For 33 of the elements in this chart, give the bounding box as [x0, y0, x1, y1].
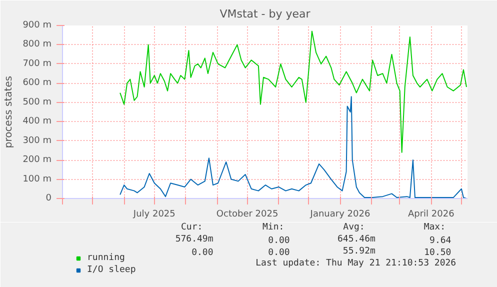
legend-label: I/O sleep: [87, 265, 136, 275]
text: 0.00: [192, 248, 214, 258]
text: 55.92m: [342, 246, 376, 256]
text: 576.49m: [175, 234, 214, 244]
text: 9.64: [430, 236, 452, 246]
text: Avg:: [343, 222, 365, 232]
line-series: [120, 30, 467, 153]
text: Cur:: [180, 222, 203, 232]
y-tick-label: 900 m: [22, 20, 52, 30]
y-tick-label: 300 m: [22, 136, 52, 146]
text: Last update: Thu May 21 21:10:53 2026: [256, 258, 456, 268]
y-tick-label: 600 m: [22, 78, 52, 88]
y-tick-label: 700 m: [22, 58, 52, 69]
text: Max:: [424, 222, 446, 232]
y-axis-title: process states: [4, 76, 15, 148]
x-tick-label: October 2025: [216, 210, 278, 220]
y-tick-label: 800 m: [22, 40, 52, 50]
legend-label: running: [87, 253, 125, 263]
y-tick-label: 500 m: [22, 97, 52, 108]
y-tick-label: 0: [46, 194, 52, 204]
y-tick-label: 400 m: [22, 116, 52, 127]
text: 0.00: [268, 236, 290, 246]
chart-title: VMstat - by year: [220, 8, 311, 20]
y-tick-label: 100 m: [22, 174, 52, 184]
text: 10.50: [424, 248, 452, 258]
text: 645.46m: [337, 234, 376, 244]
line-series: [120, 96, 467, 198]
x-tick-label: April 2026: [408, 210, 455, 220]
x-tick-label: January 2026: [309, 210, 370, 220]
text: 0.00: [268, 248, 290, 258]
text: Min:: [262, 222, 284, 232]
x-tick-label: July 2025: [132, 210, 176, 220]
y-tick-label: 200 m: [22, 155, 52, 166]
